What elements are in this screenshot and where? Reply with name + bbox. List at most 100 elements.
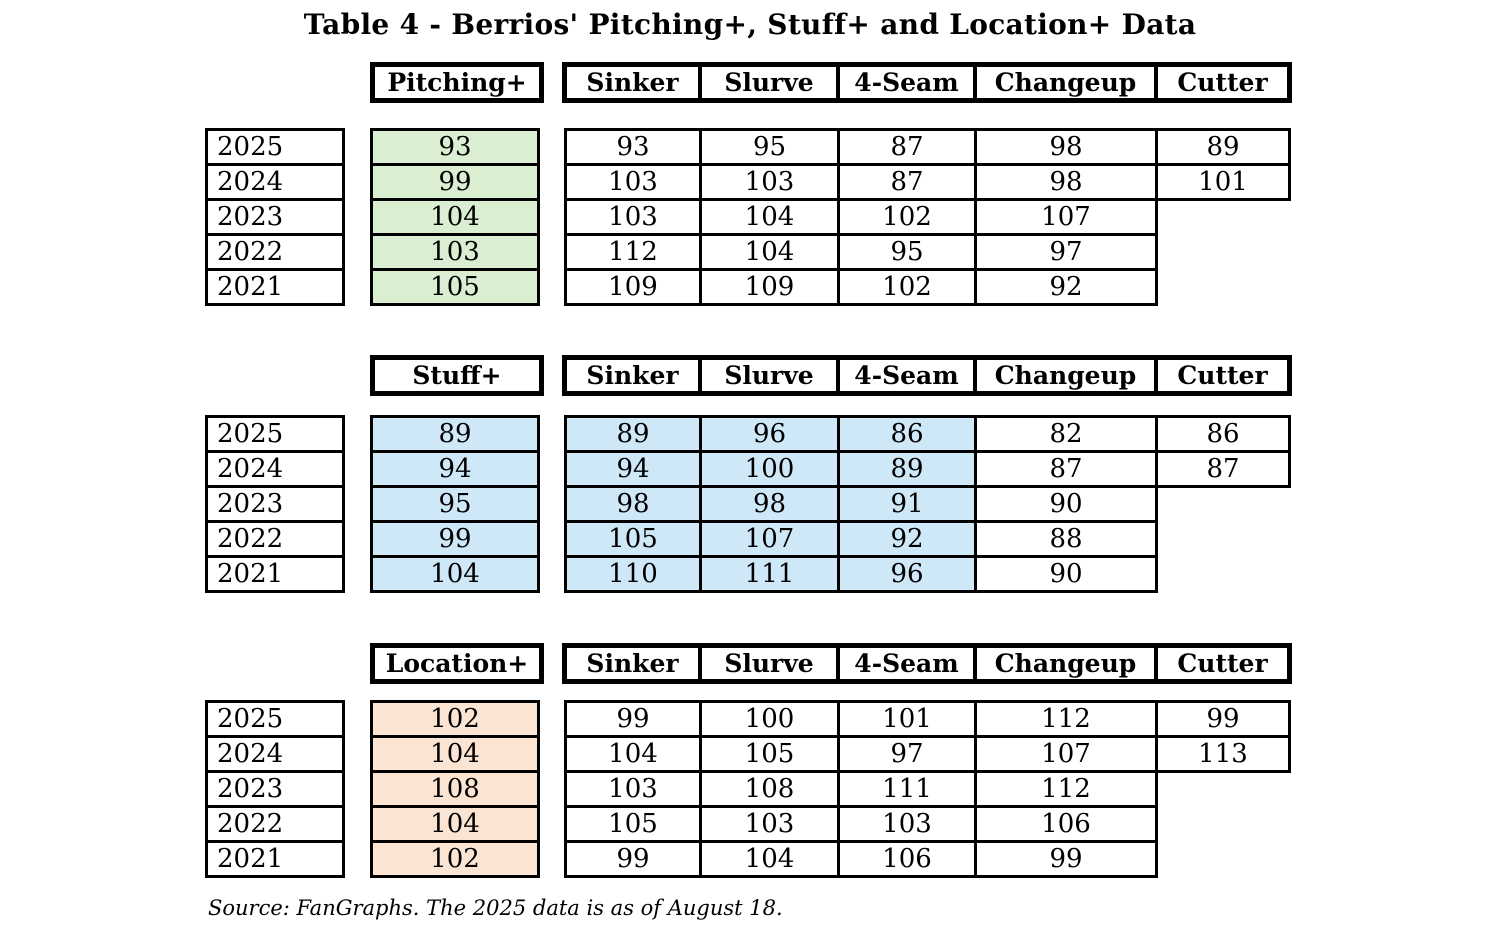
sinker-value: 94 (564, 450, 702, 488)
year-cell: 2025 (205, 128, 345, 166)
data-rows: 2025 89 89 96 86 82 86 2024 94 94 100 89… (205, 415, 1291, 593)
location-plus-value: 104 (370, 735, 540, 773)
spacer (345, 128, 370, 166)
spacer (540, 700, 564, 738)
stuff-plus-value: 104 (370, 555, 540, 593)
spacer (540, 415, 564, 453)
4seam-value: 91 (840, 485, 977, 523)
slurve-value: 104 (702, 198, 840, 236)
cutter-value: 89 (1158, 128, 1291, 166)
sinker-value: 99 (564, 840, 702, 878)
spacer (540, 805, 564, 843)
spacer (540, 840, 564, 878)
sinker-value: 109 (564, 268, 702, 306)
column-header-cutter: Cutter (1158, 356, 1291, 395)
slurve-value: 103 (702, 805, 840, 843)
table-row: 2022 103 112 104 95 97 (205, 233, 1291, 271)
table-row: 2021 105 109 109 102 92 (205, 268, 1291, 306)
pitch-header-group: Sinker Slurve 4-Seam Changeup Cutter (562, 643, 1292, 684)
header-row: Pitching+ Sinker Slurve 4-Seam Changeup … (370, 62, 1292, 103)
changeup-value: 82 (977, 415, 1158, 453)
year-cell: 2022 (205, 233, 345, 271)
changeup-value: 92 (977, 268, 1158, 306)
column-header-changeup: Changeup (977, 63, 1158, 102)
pitching-plus-value: 93 (370, 128, 540, 166)
slurve-value: 108 (702, 770, 840, 808)
changeup-value: 98 (977, 128, 1158, 166)
table-row: 2021 104 110 111 96 90 (205, 555, 1291, 593)
year-cell: 2023 (205, 198, 345, 236)
sinker-value: 89 (564, 415, 702, 453)
pitching-plus-value: 103 (370, 233, 540, 271)
column-header-cutter: Cutter (1158, 644, 1291, 683)
spacer (540, 198, 564, 236)
year-cell: 2024 (205, 163, 345, 201)
header-row: Stuff+ Sinker Slurve 4-Seam Changeup Cut… (370, 355, 1292, 396)
table-row: 2024 99 103 103 87 98 101 (205, 163, 1291, 201)
spacer (345, 268, 370, 306)
spacer (345, 770, 370, 808)
year-cell: 2021 (205, 555, 345, 593)
table-row: 2024 94 94 100 89 87 87 (205, 450, 1291, 488)
column-header-changeup: Changeup (977, 644, 1158, 683)
table-row: 2025 102 99 100 101 112 99 (205, 700, 1291, 738)
changeup-value: 99 (977, 840, 1158, 878)
slurve-value: 100 (702, 700, 840, 738)
changeup-value: 112 (977, 770, 1158, 808)
sinker-value: 105 (564, 805, 702, 843)
4seam-value: 97 (840, 735, 977, 773)
data-rows: 2025 93 93 95 87 98 89 2024 99 103 103 8… (205, 128, 1291, 306)
pitching-plus-value: 105 (370, 268, 540, 306)
changeup-value: 107 (977, 735, 1158, 773)
slurve-value: 98 (702, 485, 840, 523)
location-plus-value: 108 (370, 770, 540, 808)
spacer (345, 555, 370, 593)
changeup-value: 107 (977, 198, 1158, 236)
column-header-slurve: Slurve (702, 644, 840, 683)
column-header-cutter: Cutter (1158, 63, 1291, 102)
4seam-value: 111 (840, 770, 977, 808)
stuff-plus-value: 99 (370, 520, 540, 558)
changeup-value: 90 (977, 555, 1158, 593)
changeup-value: 90 (977, 485, 1158, 523)
table-row: 2024 104 104 105 97 107 113 (205, 735, 1291, 773)
source-note: Source: FanGraphs. The 2025 data is as o… (208, 896, 783, 920)
metric-header-stuff-plus: Stuff+ (370, 355, 544, 396)
cutter-value: 101 (1158, 163, 1291, 201)
4seam-value: 102 (840, 198, 977, 236)
slurve-value: 103 (702, 163, 840, 201)
year-cell: 2025 (205, 415, 345, 453)
changeup-value: 88 (977, 520, 1158, 558)
spacer (345, 415, 370, 453)
table-row: 2025 89 89 96 86 82 86 (205, 415, 1291, 453)
table-row: 2022 99 105 107 92 88 (205, 520, 1291, 558)
spacer (540, 233, 564, 271)
spacer (540, 163, 564, 201)
4seam-value: 89 (840, 450, 977, 488)
year-cell: 2022 (205, 520, 345, 558)
page-title: Table 4 - Berrios' Pitching+, Stuff+ and… (303, 8, 1197, 41)
4seam-value: 86 (840, 415, 977, 453)
changeup-value: 112 (977, 700, 1158, 738)
pitching-plus-value: 99 (370, 163, 540, 201)
sinker-value: 93 (564, 128, 702, 166)
location-plus-value: 104 (370, 805, 540, 843)
4seam-value: 101 (840, 700, 977, 738)
spacer (540, 735, 564, 773)
table-row: 2022 104 105 103 103 106 (205, 805, 1291, 843)
cutter-value: 86 (1158, 415, 1291, 453)
column-header-slurve: Slurve (702, 63, 840, 102)
header-row: Location+ Sinker Slurve 4-Seam Changeup … (370, 643, 1292, 684)
cutter-value: 113 (1158, 735, 1291, 773)
changeup-value: 106 (977, 805, 1158, 843)
changeup-value: 98 (977, 163, 1158, 201)
stuff-plus-value: 89 (370, 415, 540, 453)
year-cell: 2023 (205, 770, 345, 808)
column-header-4seam: 4-Seam (840, 63, 977, 102)
4seam-value: 106 (840, 840, 977, 878)
slurve-value: 104 (702, 233, 840, 271)
4seam-value: 92 (840, 520, 977, 558)
column-header-4seam: 4-Seam (840, 644, 977, 683)
data-rows: 2025 102 99 100 101 112 99 2024 104 104 … (205, 700, 1291, 878)
